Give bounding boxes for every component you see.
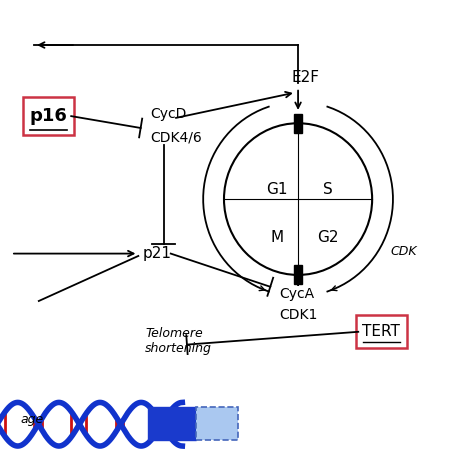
Text: CDK4/6: CDK4/6 xyxy=(150,130,201,145)
Text: CDK: CDK xyxy=(391,245,417,258)
Text: age: age xyxy=(20,413,44,426)
Text: CycA: CycA xyxy=(280,287,315,301)
Text: G2: G2 xyxy=(318,229,339,245)
Text: p21: p21 xyxy=(143,246,172,261)
Text: CycD: CycD xyxy=(150,107,186,121)
FancyBboxPatch shape xyxy=(23,97,73,135)
Text: p16: p16 xyxy=(29,107,67,125)
Text: Telomere
shortening: Telomere shortening xyxy=(146,327,212,356)
Text: M: M xyxy=(271,229,284,245)
Bar xyxy=(196,407,238,440)
Text: CDK1: CDK1 xyxy=(280,308,318,322)
Text: G1: G1 xyxy=(266,182,288,197)
FancyBboxPatch shape xyxy=(294,114,302,133)
Bar xyxy=(147,407,196,440)
FancyBboxPatch shape xyxy=(294,265,302,284)
Text: TERT: TERT xyxy=(363,324,401,339)
Text: E2F: E2F xyxy=(291,70,319,85)
Text: S: S xyxy=(323,182,333,197)
FancyBboxPatch shape xyxy=(356,315,407,348)
